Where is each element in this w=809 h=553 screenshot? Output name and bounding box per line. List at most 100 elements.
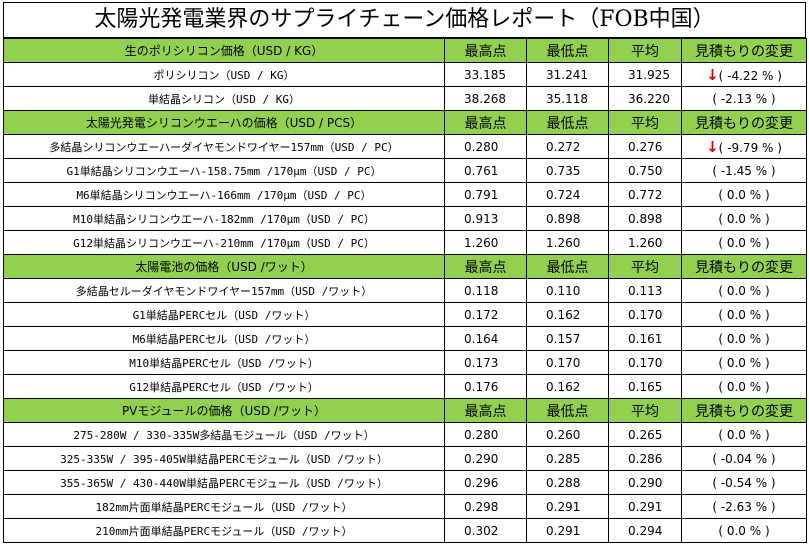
high-value: 0.172 (444, 302, 527, 327)
average-value: 31.925 (608, 62, 682, 87)
item-name: M10単結晶PERCセル（USD /ワット） (3, 350, 445, 375)
average-value: 0.276 (608, 134, 682, 159)
change-value: ( 0.0 % ) (681, 326, 807, 351)
average-value: 0.265 (608, 422, 682, 447)
item-name: 210mm片面単結晶PERCモジュール（USD /ワット） (3, 518, 445, 543)
item-name: 単結晶シリコン（USD / KG） (3, 86, 445, 111)
change-value: ( -2.13 % ) (681, 86, 807, 111)
change-text: ( 0.0 % ) (718, 523, 770, 538)
item-name: 325-335W / 395-405W単結晶PERCモジュール（USD /ワット… (3, 446, 445, 471)
change-value: ( -1.45 % ) (681, 158, 807, 183)
column-header: 最低点 (526, 398, 609, 423)
column-header: 最高点 (444, 398, 527, 423)
table-row: M6単結晶シリコンウエーハ-166mm /170μm（USD / PC） 0.79… (3, 182, 807, 207)
change-value: ( 0.0 % ) (681, 230, 807, 255)
column-header: 最低点 (526, 254, 609, 279)
average-value: 0.750 (608, 158, 682, 183)
high-value: 0.791 (444, 182, 527, 207)
change-value: ( 0.0 % ) (681, 374, 807, 399)
low-value: 0.285 (526, 446, 609, 471)
change-text: ( 0.0 % ) (718, 427, 770, 442)
low-value: 31.241 (526, 62, 609, 87)
down-arrow-icon: ↓ (706, 137, 719, 156)
table-row: M10単結晶PERCセル（USD /ワット） 0.173 0.170 0.170( 0… (3, 350, 807, 375)
high-value: 0.302 (444, 518, 527, 543)
item-name: 355-365W / 430-440W単結晶PERCモジュール（USD /ワット… (3, 470, 445, 495)
table-row: 275-280W / 330-335W多結晶モジュール（USD /ワット） 0.2… (3, 422, 807, 447)
change-value: ( -0.54 % ) (681, 470, 807, 495)
column-header: 最高点 (444, 254, 527, 279)
section-header-row: PVモジュールの価格（USD /ワット） 最高点 最低点 平均 見積もりの変更 (3, 398, 807, 423)
item-name: 182mm片面単結晶PERCモジュール（USD /ワット） (3, 494, 445, 519)
high-value: 0.164 (444, 326, 527, 351)
change-value: ( 0.0 % ) (681, 278, 807, 303)
column-header: 平均 (608, 38, 682, 63)
change-text: ( 0.0 % ) (718, 331, 770, 346)
item-name: 多結晶シリコンウエーハーダイヤモンドワイヤー157mm（USD / PC） (3, 134, 445, 159)
high-value: 0.173 (444, 350, 527, 375)
section-header: 太陽電池の価格（USD /ワット） (3, 254, 445, 279)
item-name: 多結晶セルーダイヤモンドワイヤー157mm（USD /ワット） (3, 278, 445, 303)
section-header-row: 生のポリシリコン価格（USD / KG） 最高点 最低点 平均 見積もりの変更 (3, 38, 807, 63)
column-header: 最高点 (444, 38, 527, 63)
change-value: ( 0.0 % ) (681, 422, 807, 447)
change-text: ( 0.0 % ) (718, 283, 770, 298)
high-value: 38.268 (444, 86, 527, 111)
high-value: 0.280 (444, 422, 527, 447)
average-value: 36.220 (608, 86, 682, 111)
section-header: 生のポリシリコン価格（USD / KG） (3, 38, 445, 63)
table-row: 多結晶セルーダイヤモンドワイヤー157mm（USD /ワット） 0.118 0.11… (3, 278, 807, 303)
table-row: 355-365W / 430-440W単結晶PERCモジュール（USD /ワット… (3, 470, 807, 495)
price-table-body: 生のポリシリコン価格（USD / KG） 最高点 最低点 平均 見積もりの変更 ポリシリコ… (3, 38, 807, 543)
change-text: ( -2.63 % ) (712, 499, 776, 514)
down-arrow-icon: ↓ (706, 65, 719, 84)
column-header: 見積もりの変更 (681, 254, 807, 279)
table-row: M10単結晶シリコンウエーハ-182mm /170μm（USD / PC） 0.9… (3, 206, 807, 231)
change-value: ( 0.0 % ) (681, 182, 807, 207)
average-value: 0.772 (608, 182, 682, 207)
section-header: 太陽光発電シリコンウエーハの価格（USD / PCS） (3, 110, 445, 135)
average-value: 0.294 (608, 518, 682, 543)
low-value: 0.162 (526, 374, 609, 399)
table-row: 325-335W / 395-405W単結晶PERCモジュール（USD /ワット… (3, 446, 807, 471)
low-value: 0.291 (526, 518, 609, 543)
change-value: ( 0.0 % ) (681, 302, 807, 327)
change-value: ( -0.04 % ) (681, 446, 807, 471)
column-header: 見積もりの変更 (681, 110, 807, 135)
price-table: 生のポリシリコン価格（USD / KG） 最高点 最低点 平均 見積もりの変更 ポリシリコ… (3, 38, 807, 543)
column-header: 最高点 (444, 110, 527, 135)
table-row: 182mm片面単結晶PERCモジュール（USD /ワット） 0.298 0.291 0… (3, 494, 807, 519)
average-value: 0.165 (608, 374, 682, 399)
item-name: G1単結晶PERCセル（USD /ワット） (3, 302, 445, 327)
table-row: 単結晶シリコン（USD / KG） 38.268 35.118 36.220 ( -2.… (3, 86, 807, 111)
change-value: ↓( -9.79 % ) (681, 134, 807, 159)
column-header: 平均 (608, 398, 682, 423)
average-value: 1.260 (608, 230, 682, 255)
table-row: G12単結晶PERCセル（USD /ワット） 0.176 0.162 0.165 ( 0… (3, 374, 807, 399)
low-value: 0.110 (526, 278, 609, 303)
low-value: 0.735 (526, 158, 609, 183)
column-header: 平均 (608, 254, 682, 279)
column-header: 見積もりの変更 (681, 398, 807, 423)
price-report: 太陽光発電業界のサプライチェーン価格レポート（FOB中国） 生のポリシリコン価格… (3, 2, 807, 550)
low-value: 0.260 (526, 422, 609, 447)
low-value: 1.260 (526, 230, 609, 255)
column-header: 見積もりの変更 (681, 38, 807, 63)
low-value: 35.118 (526, 86, 609, 111)
average-value: 0.170 (608, 350, 682, 375)
item-name: G12単結晶PERCセル（USD /ワット） (3, 374, 445, 399)
high-value: 0.290 (444, 446, 527, 471)
high-value: 1.260 (444, 230, 527, 255)
average-value: 0.286 (608, 446, 682, 471)
change-text: ( 0.0 % ) (718, 307, 770, 322)
table-row: 多結晶シリコンウエーハーダイヤモンドワイヤー157mm（USD / PC） 0.2… (3, 134, 807, 159)
item-name: ポリシリコン（USD / KG） (3, 62, 445, 87)
high-value: 33.185 (444, 62, 527, 87)
high-value: 0.176 (444, 374, 527, 399)
change-text: ( -2.13 % ) (712, 91, 776, 106)
table-row: ポリシリコン（USD / KG） 33.185 31.241 31.925 ↓( -4.… (3, 62, 807, 87)
column-header: 平均 (608, 110, 682, 135)
item-name: 275-280W / 330-335W多結晶モジュール（USD /ワット） (3, 422, 445, 447)
low-value: 0.162 (526, 302, 609, 327)
high-value: 0.913 (444, 206, 527, 231)
